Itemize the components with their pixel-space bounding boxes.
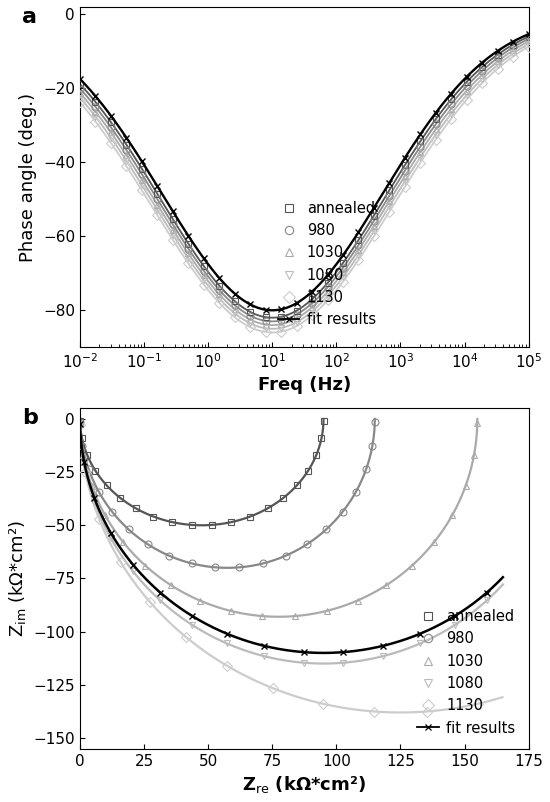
- Y-axis label: Z$_{\rm im}$ (kΩ*cm²): Z$_{\rm im}$ (kΩ*cm²): [7, 520, 28, 637]
- Y-axis label: Phase angle (deg.): Phase angle (deg.): [19, 92, 37, 261]
- Text: a: a: [21, 7, 37, 27]
- Legend: annealed, 980, 1030, 1080, 1130, fit results: annealed, 980, 1030, 1080, 1130, fit res…: [411, 603, 521, 741]
- Text: b: b: [21, 408, 37, 428]
- Legend: annealed, 980, 1030, 1080, 1130, fit results: annealed, 980, 1030, 1080, 1130, fit res…: [272, 195, 382, 333]
- X-axis label: Freq (Hz): Freq (Hz): [258, 376, 351, 395]
- X-axis label: Z$_{\rm re}$ (kΩ*cm²): Z$_{\rm re}$ (kΩ*cm²): [243, 774, 366, 795]
